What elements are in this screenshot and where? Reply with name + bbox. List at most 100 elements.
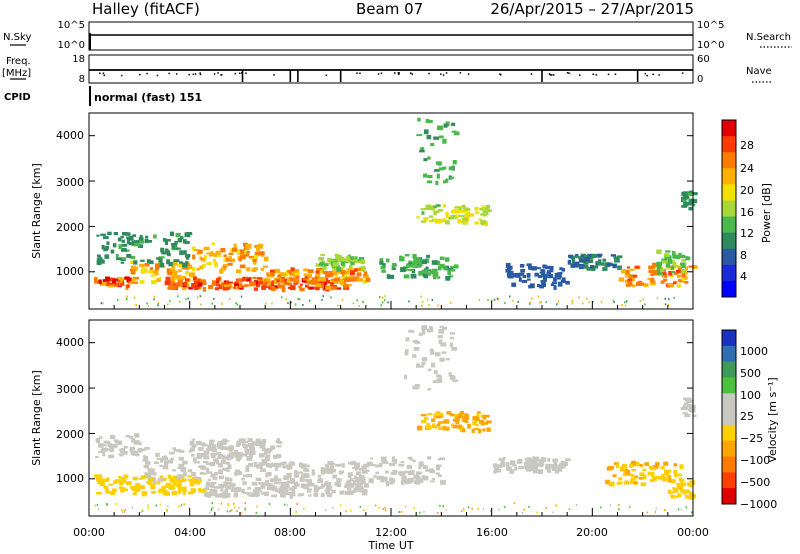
power-cell <box>447 270 451 275</box>
velocity-cell <box>438 474 442 478</box>
power-cell <box>110 249 115 254</box>
power-cell <box>253 262 257 265</box>
power-cell <box>542 264 547 269</box>
velocity-cell <box>307 479 312 485</box>
power-cell <box>199 266 203 270</box>
velocity-cell <box>255 438 261 443</box>
power-cell <box>340 256 345 261</box>
velocity-cell <box>360 486 364 491</box>
power-cell <box>474 206 479 211</box>
velocity-cell <box>622 472 628 477</box>
velocity-cell <box>412 459 416 463</box>
velocity-ytick-1000: 1000 <box>56 472 84 485</box>
velocity-cell <box>217 442 223 447</box>
velocity-cell <box>110 445 115 451</box>
power-cell <box>463 221 469 224</box>
power-cell <box>182 262 188 268</box>
velocity-noise-dot <box>568 508 571 511</box>
power-noise-dot <box>221 302 223 305</box>
velocity-cell <box>201 488 207 493</box>
velocity-cell <box>418 478 424 483</box>
power-cell <box>120 235 124 239</box>
velocity-cell <box>457 424 462 429</box>
velocity-cell <box>141 475 146 480</box>
power-noise-dot <box>624 304 627 307</box>
velocity-cell <box>688 407 695 411</box>
power-cell <box>427 174 433 179</box>
power-ytick-4000: 4000 <box>56 129 84 142</box>
power-cell <box>314 286 320 290</box>
power-cell <box>587 257 593 260</box>
power-cell <box>357 261 362 264</box>
power-cell <box>171 244 175 250</box>
power-cbar-frame <box>721 119 737 298</box>
power-cell <box>435 204 441 207</box>
power-noise-dot <box>431 299 434 301</box>
velocity-cell <box>565 458 571 462</box>
power-cell <box>289 277 295 282</box>
power-region-14 <box>681 190 698 211</box>
power-cell <box>673 271 679 275</box>
power-cell <box>687 202 693 206</box>
power-cell <box>571 257 575 261</box>
power-cell <box>358 267 362 271</box>
power-cell <box>420 147 425 152</box>
power-cell <box>260 254 265 257</box>
velocity-cell <box>393 461 397 465</box>
power-cell <box>429 219 433 223</box>
power-noise-dot <box>177 295 179 298</box>
power-cell <box>289 273 294 276</box>
power-cell <box>671 271 676 274</box>
power-cell <box>518 277 522 282</box>
velocity-cell <box>326 485 330 489</box>
power-cell <box>318 283 324 289</box>
power-cell <box>237 278 242 283</box>
velocity-cell <box>218 464 224 468</box>
power-cell <box>588 259 594 263</box>
velocity-cell <box>661 477 666 481</box>
power-cell <box>311 277 317 283</box>
x-tick-0400: 04:00 <box>174 526 206 539</box>
velocity-cell <box>189 481 195 487</box>
power-cell <box>668 271 673 276</box>
power-cell <box>337 258 344 262</box>
power-cell <box>145 235 149 238</box>
velocity-noise-dot <box>147 504 149 507</box>
power-cell <box>118 244 123 249</box>
power-cell <box>113 232 118 236</box>
velocity-cell <box>347 490 354 496</box>
power-cell <box>426 134 432 140</box>
velocity-cell <box>203 450 207 455</box>
power-cell <box>451 122 456 126</box>
power-cell <box>154 267 159 271</box>
velocity-cell <box>258 482 263 485</box>
velocity-cell <box>358 475 365 479</box>
power-cell <box>96 258 101 262</box>
power-cell <box>343 273 348 278</box>
power-cell <box>173 259 180 263</box>
power-cell <box>480 220 487 225</box>
freq-tick-low: 8 <box>79 74 85 85</box>
power-noise-dot <box>586 297 588 300</box>
velocity-cell <box>309 482 315 487</box>
power-cell <box>681 205 688 208</box>
velocity-cell <box>320 470 325 475</box>
velocity-cell <box>111 488 117 493</box>
velocity-cell <box>436 423 441 427</box>
velocity-cell <box>219 462 223 466</box>
velocity-region-12 <box>680 397 697 418</box>
power-cell <box>400 267 406 273</box>
velocity-cell <box>266 454 270 460</box>
velocity-cell <box>482 428 486 432</box>
power-noise-dot <box>290 301 292 304</box>
velocity-cell <box>125 434 131 438</box>
velocity-cell <box>167 474 172 479</box>
velocity-cell <box>331 489 336 494</box>
velocity-cell <box>455 419 460 425</box>
power-noise-dot <box>384 299 386 302</box>
power-noise-dot <box>478 299 480 302</box>
nave-dot <box>356 72 358 74</box>
velocity-noise-dot <box>244 502 247 505</box>
power-cell <box>185 261 189 264</box>
velocity-cell <box>100 482 104 486</box>
